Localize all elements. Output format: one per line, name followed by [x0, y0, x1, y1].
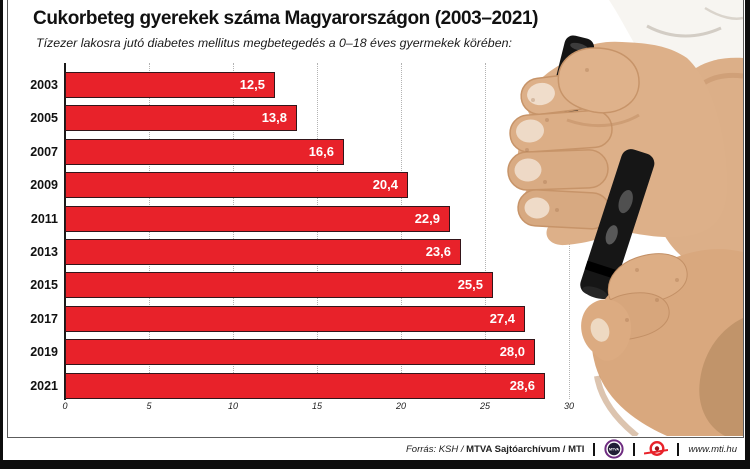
bar-2013: 23,6	[65, 239, 461, 265]
right-border	[745, 0, 750, 469]
bar-2015: 25,5	[65, 272, 493, 298]
source-prefix: Forrás: KSH /	[406, 443, 464, 455]
page-title: Cukorbeteg gyerekek száma Magyarországon…	[33, 8, 539, 29]
bar-value-label: 28,0	[499, 344, 525, 359]
bar-value-label: 28,6	[509, 378, 535, 393]
bar-2021: 28,6	[65, 373, 545, 399]
footer-divider	[633, 442, 636, 456]
x-tick-label: 5	[146, 401, 152, 411]
bar-2007: 16,6	[65, 139, 344, 165]
footer-divider	[677, 442, 680, 456]
bar-value-label: 25,5	[457, 277, 483, 292]
x-tick-label: 30	[563, 401, 574, 411]
footer-bar: Forrás: KSH / MTVA Sajtóarchívum / MTI M…	[8, 438, 740, 460]
bar-value-label: 22,9	[414, 211, 440, 226]
year-label: 2017	[30, 312, 58, 326]
year-label: 2015	[30, 278, 58, 292]
source-credit: Forrás: KSH / MTVA Sajtóarchívum / MTI	[406, 444, 584, 455]
x-tick-label: 0	[62, 401, 68, 411]
bottom-border	[0, 460, 750, 469]
year-label: 2009	[30, 178, 58, 192]
gridline	[485, 63, 486, 399]
x-tick-label: 15	[311, 401, 322, 411]
bar-value-label: 20,4	[372, 177, 398, 192]
x-tick-label: 25	[479, 401, 490, 411]
bar-2011: 22,9	[65, 206, 450, 232]
left-border	[0, 0, 3, 469]
page-subtitle: Tízezer lakosra jutó diabetes mellitus m…	[36, 36, 512, 50]
bar-2017: 27,4	[65, 306, 525, 332]
bar-value-label: 27,4	[489, 311, 515, 326]
x-tick-label: 20	[395, 401, 406, 411]
year-label: 2021	[30, 379, 58, 393]
year-label: 2005	[30, 111, 58, 125]
year-label: 2007	[30, 145, 58, 159]
footer-divider	[593, 442, 596, 456]
source-agencies: MTVA Sajtóarchívum / MTI	[463, 443, 585, 455]
bar-2019: 28,0	[65, 339, 535, 365]
mti-logo	[644, 440, 669, 457]
bar-2009: 20,4	[65, 172, 408, 198]
x-tick-label: 10	[227, 401, 238, 411]
bar-value-label: 13,8	[261, 110, 287, 125]
mtva-logo: MTVA	[604, 439, 625, 459]
year-label: 2019	[30, 345, 58, 359]
year-label: 2003	[30, 78, 58, 92]
bar-2005: 13,8	[65, 105, 297, 131]
bar-value-label: 16,6	[308, 144, 334, 159]
year-label: 2011	[30, 212, 58, 226]
bar-chart: 0 5 10 15 20 25 30 2003 12,5 2005 13,8 2007 16,6 2009…	[30, 63, 574, 411]
gridline	[569, 63, 570, 399]
footer-url: www.mti.hu	[688, 443, 737, 455]
year-label: 2013	[30, 245, 58, 259]
bar-value-label: 12,5	[239, 77, 265, 92]
bar-value-label: 23,6	[425, 244, 451, 259]
bar-2003: 12,5	[65, 72, 275, 98]
mtva-logo-text: MTVA	[609, 448, 619, 452]
